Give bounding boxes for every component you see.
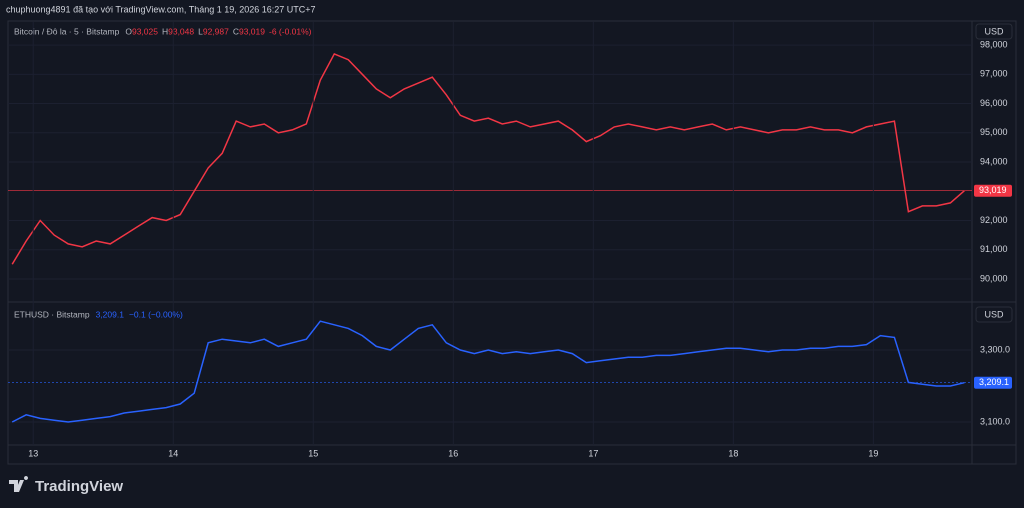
legend-change: -6 (-0.01%) <box>269 26 312 36</box>
currency-label: USD <box>984 309 1004 319</box>
legend-title: ETHUSD · Bitstamp <box>14 309 90 319</box>
ohlc-key: O <box>125 26 132 36</box>
y-tick-label: 97,000 <box>980 69 1008 79</box>
frame <box>7 20 1017 465</box>
y-tick-label: 3,300.0 <box>980 344 1010 354</box>
y-tick-label: 90,000 <box>980 273 1008 283</box>
currency-button[interactable] <box>975 306 1013 323</box>
currency-button[interactable] <box>975 23 1013 40</box>
y-tick-label: 3,100.0 <box>980 416 1010 426</box>
legend-last: 3,209.1 <box>96 309 125 319</box>
x-tick-label: 17 <box>588 448 598 458</box>
y-tick-label: 95,000 <box>980 127 1008 137</box>
y-tick-label: 94,000 <box>980 156 1008 166</box>
legend-change: −0.1 (−0.00%) <box>129 309 183 319</box>
ohlc-value: 93,019 <box>239 26 265 36</box>
legend-title: Bitcoin / Đô la · 5 · Bitstamp <box>14 26 120 36</box>
brand-logo <box>9 476 29 492</box>
last-price-tag <box>974 376 1012 389</box>
ohlc-key: L <box>198 26 203 36</box>
price-line-series <box>11 320 965 423</box>
ohlc-key: H <box>162 26 168 36</box>
x-tick-label: 16 <box>448 448 458 458</box>
y-tick-label: 92,000 <box>980 215 1008 225</box>
x-tick-label: 19 <box>868 448 878 458</box>
last-price-tag <box>974 184 1012 197</box>
x-tick-label: 18 <box>728 448 738 458</box>
y-tick-label: 98,000 <box>980 39 1008 49</box>
last-price-label: 3,209.1 <box>979 377 1009 387</box>
ohlc-value: 93,048 <box>168 26 194 36</box>
header: chuphuong4891 đã tạo với TradingView.com… <box>6 4 316 14</box>
brand: TradingView <box>35 478 123 495</box>
last-price-label: 93,019 <box>979 185 1007 195</box>
ohlc-value: 92,987 <box>203 26 229 36</box>
price-line-series <box>11 52 965 265</box>
x-tick-label: 15 <box>308 448 318 458</box>
x-tick-label: 14 <box>168 448 178 458</box>
ohlc-key: C <box>233 26 239 36</box>
currency-label: USD <box>984 26 1004 36</box>
x-tick-label: 13 <box>28 448 38 458</box>
ohlc-value: 93,025 <box>132 26 158 36</box>
y-tick-label: 91,000 <box>980 244 1008 254</box>
y-tick-label: 96,000 <box>980 98 1008 108</box>
